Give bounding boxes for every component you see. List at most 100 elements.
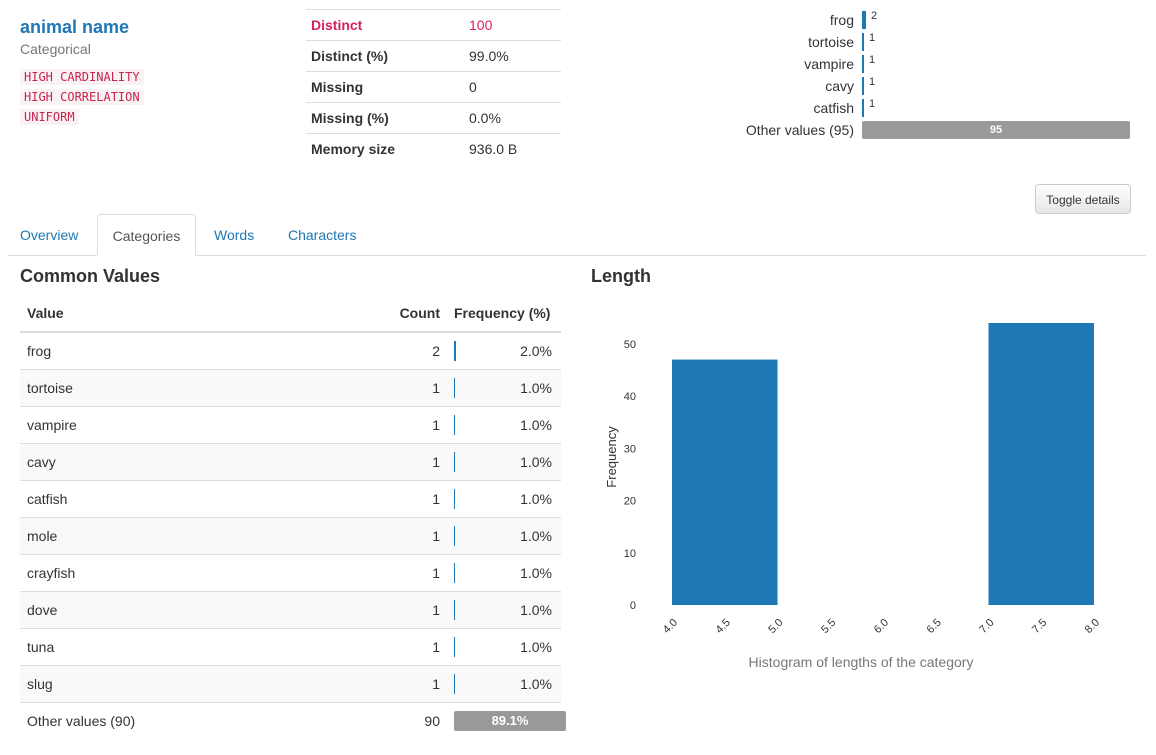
frequency-bar — [454, 489, 455, 509]
frequency-value: 1.0% — [520, 676, 552, 692]
frequency-value: 1.0% — [520, 454, 552, 470]
cell-frequency: 1.0% — [447, 369, 561, 407]
cell-count: 1 — [353, 480, 447, 518]
cell-value: tortoise — [20, 369, 353, 407]
table-row: tuna 1 1.0% — [20, 628, 561, 666]
cell-frequency: 1.0% — [447, 480, 561, 518]
histogram-bar — [988, 323, 1094, 605]
frequency-value: 1.0% — [520, 565, 552, 581]
y-tick-label: 50 — [624, 339, 636, 351]
cell-frequency: 2.0% — [447, 331, 561, 370]
stat-key: Missing — [306, 71, 464, 103]
tab-categories[interactable]: Categories — [97, 214, 196, 256]
badge-uniform: UNIFORM — [20, 109, 79, 125]
common-values-table: Value Count Frequency (%) frog 2 2.0% to… — [20, 294, 566, 739]
table-row: slug 1 1.0% — [20, 665, 561, 703]
x-tick-label: 8.0 — [1083, 617, 1102, 636]
table-row: catfish 1 1.0% — [20, 480, 561, 518]
stat-key: Distinct — [306, 9, 464, 41]
mini-count: 1 — [869, 76, 876, 88]
frequency-value: 1.0% — [520, 491, 552, 507]
frequency-value: 1.0% — [520, 528, 552, 544]
stat-value: 100 — [464, 9, 561, 41]
mini-label: vampire — [804, 56, 854, 72]
frequency-bar — [454, 378, 455, 398]
stat-value: 99.0% — [464, 40, 561, 72]
table-row: dove 1 1.0% — [20, 591, 561, 629]
stat-value: 0 — [464, 71, 561, 103]
table-header-row: Value Count Frequency (%) — [20, 294, 561, 333]
table-row: crayfish 1 1.0% — [20, 554, 561, 592]
header-value: Value — [20, 294, 353, 333]
cell-count: 1 — [353, 369, 447, 407]
mini-row: frog 2 — [700, 9, 1140, 31]
frequency-bar — [454, 600, 455, 620]
frequency-value: 2.0% — [520, 343, 552, 359]
mini-label: frog — [829, 12, 854, 28]
mini-label: tortoise — [808, 34, 854, 50]
stats-row: Distinct (%) 99.0% — [306, 40, 561, 72]
variable-name[interactable]: animal name — [20, 17, 130, 37]
table-row: vampire 1 1.0% — [20, 406, 561, 444]
stats-row: Memory size 936.0 B — [306, 133, 561, 164]
stat-key: Distinct (%) — [306, 40, 464, 72]
cell-count: 1 — [353, 591, 447, 629]
cell-count: 2 — [353, 331, 447, 370]
cell-count: 90 — [353, 702, 447, 739]
cell-count: 1 — [353, 443, 447, 481]
cell-frequency: 1.0% — [447, 517, 561, 555]
frequency-bar-other: 89.1% — [454, 711, 566, 731]
tab-words[interactable]: Words — [214, 227, 255, 243]
cell-count: 1 — [353, 406, 447, 444]
cell-frequency: 1.0% — [447, 628, 561, 666]
cell-value: crayfish — [20, 554, 353, 592]
y-tick-label: 20 — [624, 496, 636, 508]
alert-badges: HIGH CARDINALITY HIGH CORRELATION UNIFOR… — [20, 69, 144, 129]
mini-row-other: Other values (95) 95 — [700, 119, 1140, 141]
tab-overview[interactable]: Overview — [20, 227, 79, 243]
cell-frequency: 1.0% — [447, 591, 561, 629]
stat-value: 936.0 B — [464, 133, 561, 164]
frequency-bar — [454, 674, 455, 694]
y-tick-label: 30 — [624, 443, 636, 455]
y-tick-label: 10 — [624, 548, 636, 560]
stats-row: Missing 0 — [306, 71, 561, 103]
variable-type: Categorical — [20, 41, 91, 57]
table-row: mole 1 1.0% — [20, 517, 561, 555]
frequency-value: 1.0% — [520, 639, 552, 655]
mini-bar — [862, 33, 864, 51]
cell-count: 1 — [353, 665, 447, 703]
cell-value: Other values (90) — [20, 702, 353, 739]
y-tick-label: 0 — [630, 600, 636, 612]
frequency-bar — [454, 526, 455, 546]
mini-row: catfish 1 — [700, 97, 1140, 119]
frequency-value: 1.0% — [520, 417, 552, 433]
mini-row: tortoise 1 — [700, 31, 1140, 53]
frequency-bar — [454, 415, 455, 435]
header-frequency: Frequency (%) — [447, 294, 561, 333]
cell-value: cavy — [20, 443, 353, 481]
tab-characters[interactable]: Characters — [288, 227, 357, 243]
cell-count: 1 — [353, 554, 447, 592]
common-values-title: Common Values — [20, 266, 161, 286]
x-tick-label: 5.0 — [766, 617, 785, 636]
toggle-details-button[interactable]: Toggle details — [1035, 184, 1131, 214]
y-tick-label: 40 — [624, 391, 636, 403]
mini-count: 1 — [869, 98, 876, 110]
mini-row: vampire 1 — [700, 53, 1140, 75]
cell-frequency: 1.0% — [447, 443, 561, 481]
x-tick-label: 6.5 — [925, 617, 944, 636]
mini-bar — [862, 99, 864, 117]
cell-count: 1 — [353, 517, 447, 555]
header-count: Count — [353, 294, 447, 333]
mini-bar — [862, 77, 864, 95]
x-tick-label: 4.0 — [661, 617, 680, 636]
mini-count: 1 — [869, 32, 876, 44]
frequency-bar — [454, 637, 455, 657]
cell-count: 1 — [353, 628, 447, 666]
stats-table: Distinct 100 Distinct (%) 99.0% Missing 0 M… — [306, 9, 561, 164]
mini-row: cavy 1 — [700, 75, 1140, 97]
x-tick-label: 4.5 — [714, 617, 733, 636]
table-row: tortoise 1 1.0% — [20, 369, 561, 407]
